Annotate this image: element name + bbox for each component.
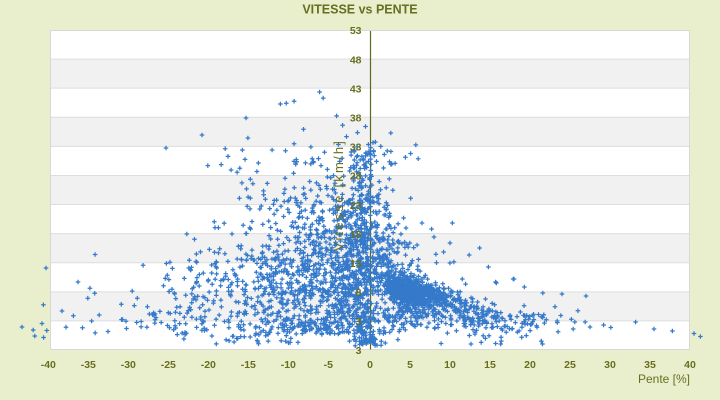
svg-text:43: 43	[350, 83, 362, 95]
svg-text:-35: -35	[81, 359, 96, 371]
svg-text:-20: -20	[201, 359, 216, 371]
svg-text:0: 0	[367, 359, 373, 371]
svg-text:15: 15	[484, 359, 496, 371]
svg-text:40: 40	[684, 359, 696, 371]
svg-text:10: 10	[444, 359, 456, 371]
svg-text:-40: -40	[41, 359, 56, 371]
svg-text:8: 8	[356, 287, 362, 299]
svg-text:28: 28	[350, 171, 362, 183]
svg-text:Vitesse [km/h]: Vitesse [km/h]	[331, 139, 346, 251]
svg-text:-5: -5	[324, 359, 333, 371]
svg-text:-15: -15	[241, 359, 256, 371]
svg-text:25: 25	[564, 359, 576, 371]
svg-text:30: 30	[604, 359, 616, 371]
svg-text:Pente [%]: Pente [%]	[638, 372, 690, 386]
svg-text:20: 20	[524, 359, 536, 371]
svg-text:-10: -10	[281, 359, 296, 371]
svg-text:33: 33	[350, 142, 362, 154]
svg-text:5: 5	[407, 359, 413, 371]
svg-text:38: 38	[350, 112, 362, 124]
svg-text:53: 53	[350, 25, 362, 37]
svg-text:18: 18	[350, 229, 362, 241]
svg-text:35: 35	[644, 359, 656, 371]
svg-text:48: 48	[350, 54, 362, 66]
svg-text:3: 3	[356, 345, 362, 357]
svg-text:-30: -30	[121, 359, 136, 371]
svg-text:3: 3	[356, 316, 362, 328]
svg-text:13: 13	[350, 258, 362, 270]
svg-text:VITESSE vs PENTE: VITESSE vs PENTE	[302, 2, 417, 16]
svg-text:-25: -25	[161, 359, 176, 371]
svg-text:23: 23	[350, 200, 362, 212]
